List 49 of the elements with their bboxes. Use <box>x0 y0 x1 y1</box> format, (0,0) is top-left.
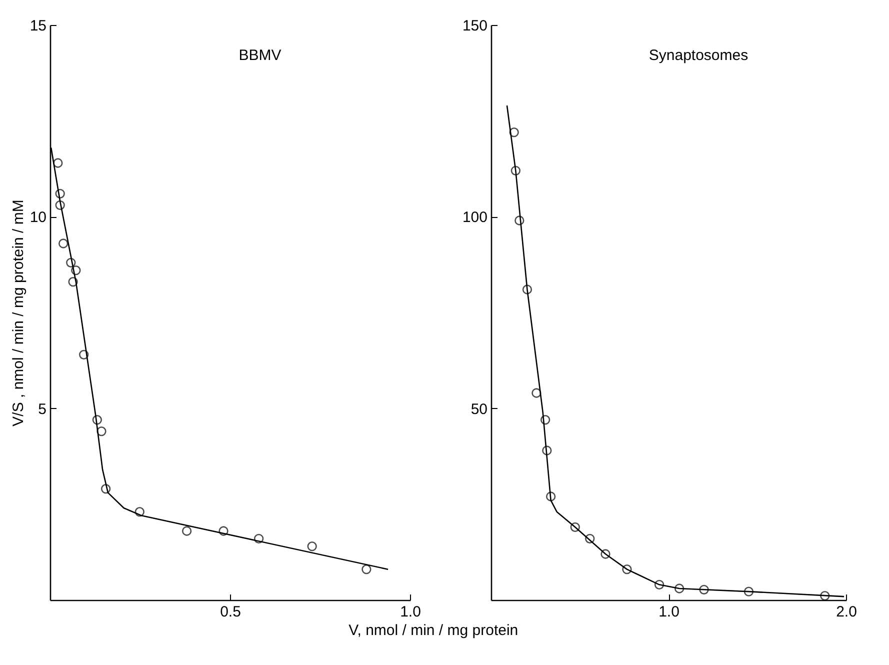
point <box>66 258 76 268</box>
line-series <box>506 104 845 598</box>
x-axis-title: V, nmol / min / mg protein <box>348 622 518 639</box>
y-tick-label: 5 <box>38 400 46 418</box>
y-tick-label: 50 <box>470 400 488 418</box>
point <box>362 564 372 574</box>
point <box>744 586 754 596</box>
point <box>100 484 111 494</box>
point <box>55 188 65 198</box>
x-tick-label: 2.0 <box>836 604 857 620</box>
point <box>540 415 550 425</box>
x-tick-label: 1.0 <box>658 604 680 620</box>
point <box>79 350 89 360</box>
point <box>542 446 552 456</box>
point <box>546 492 556 502</box>
point <box>68 277 78 287</box>
point <box>71 266 81 276</box>
point <box>585 534 595 544</box>
point <box>510 166 521 176</box>
point <box>218 526 228 536</box>
point <box>570 522 580 532</box>
point <box>522 284 532 294</box>
point <box>307 542 317 552</box>
point <box>254 534 264 544</box>
point <box>134 507 144 517</box>
point <box>699 584 709 594</box>
point <box>622 564 632 574</box>
point <box>654 580 664 590</box>
y-tick-label: 15 <box>30 18 46 34</box>
point <box>509 128 519 138</box>
text: BBMV <box>238 47 282 64</box>
x-tick-label: 0.5 <box>220 604 241 620</box>
point <box>58 238 68 248</box>
point <box>674 584 684 594</box>
point <box>514 216 524 226</box>
text: Synaptosomes <box>648 47 748 64</box>
point <box>55 200 65 210</box>
point <box>96 426 106 436</box>
y-tick-label: 150 <box>462 18 488 34</box>
y-tick-label: 10 <box>30 209 46 226</box>
point <box>53 158 63 168</box>
y-axis-title: V/S , nmol / min / mg protein / mM <box>10 200 27 426</box>
x-tick-label: 1.0 <box>400 604 421 620</box>
point <box>532 388 542 398</box>
point <box>820 590 830 601</box>
point <box>182 526 192 536</box>
point <box>92 415 102 425</box>
point <box>600 549 610 559</box>
y-tick-label: 100 <box>462 209 488 226</box>
